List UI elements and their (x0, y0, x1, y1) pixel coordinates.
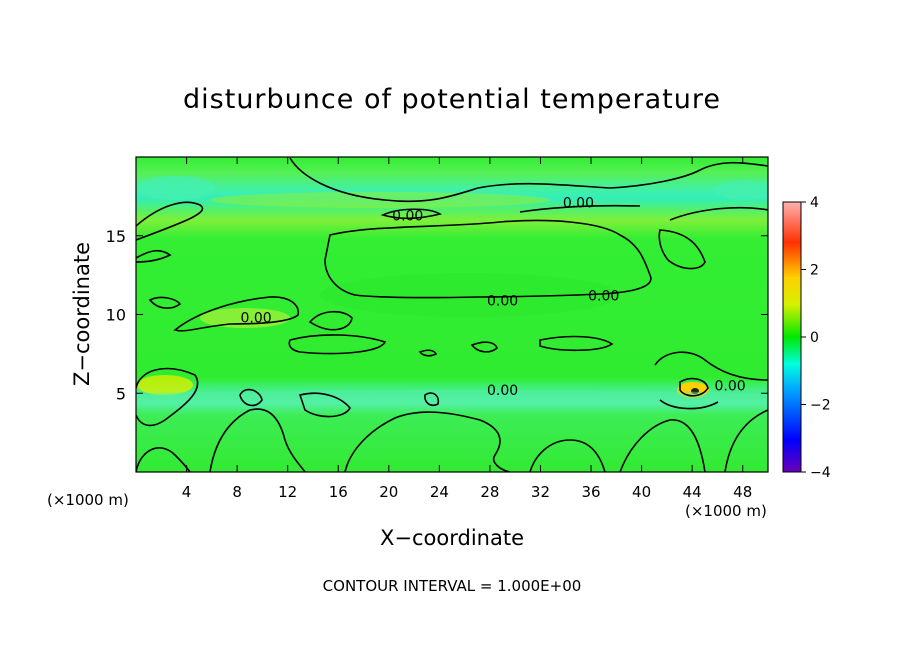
contour-label: 0.00 (714, 378, 745, 394)
contour-line-top (289, 157, 768, 203)
contour-line-bottom-3 (529, 419, 706, 472)
x-tick-label: 20 (379, 483, 398, 501)
contour-line-bottom-2 (344, 411, 511, 472)
x-axis-label: X−coordinate (380, 526, 524, 550)
colorbar-tick-label: 2 (810, 263, 819, 279)
contour-line-warm-loop-x10 (173, 296, 299, 332)
colorbar-tick-label: 4 (810, 195, 819, 211)
x-tick-label: 4 (182, 483, 192, 501)
contour-line-tiny-1 (418, 349, 438, 357)
contour-line-lower-loop-2 (298, 392, 351, 418)
contour-label: 0.00 (487, 293, 518, 309)
contour-line-lower-loop-3 (424, 392, 440, 407)
contour-line-lower-loop-1 (239, 388, 263, 407)
contour-line-lower-left (136, 367, 199, 427)
cool-streak-lower (136, 390, 768, 400)
neutral-core (320, 273, 620, 317)
contour-label: 0.00 (588, 289, 619, 305)
contour-line-left-loop (136, 249, 172, 263)
contour-line-loop-x34 (539, 335, 614, 352)
x-axis-ticks: 4 8 12 16 20 24 28 32 36 40 44 48 (182, 157, 752, 501)
y-axis-ticks: 5 10 15 (106, 227, 768, 403)
x-tick-label: 8 (232, 483, 242, 501)
x-tick-label: 40 (632, 483, 651, 501)
contour-line-bottom-1 (136, 408, 306, 472)
contour-interval-note: CONTOUR INTERVAL = 1.000E+00 (322, 577, 582, 595)
y-tick-label: 15 (106, 227, 126, 246)
contour-line-upper-left (136, 201, 204, 241)
colorbar-tick-label: −2 (810, 398, 831, 414)
contour-line-loop-x16 (308, 310, 353, 331)
contour-line-tiny-2 (470, 341, 498, 353)
colorbar-ticks: 4 2 0 −2 −4 (801, 195, 831, 481)
colorbar-tick-label: −4 (810, 465, 831, 481)
contour-label: 0.00 (240, 311, 271, 327)
x-tick-label: 48 (733, 483, 752, 501)
contour-lines (136, 157, 768, 472)
x-tick-label: 28 (480, 483, 499, 501)
contour-line-upper-right (519, 204, 768, 221)
warm-patch-x2 (137, 375, 193, 395)
contour-line-small-loop-1 (148, 296, 182, 309)
contour-line-loop-x14 (288, 334, 387, 355)
contour-line-central-region (324, 219, 652, 299)
contour-line-bottom-4 (724, 409, 768, 472)
x-tick-label: 36 (581, 483, 600, 501)
y-tick-label: 5 (116, 384, 126, 403)
x-tick-label: 32 (531, 483, 550, 501)
warm-pocket-core (691, 388, 699, 394)
contour-label: 0.00 (563, 196, 594, 212)
contour-line-lower-right (654, 351, 768, 410)
chart-title: disturbunce of potential temperature (183, 84, 721, 115)
cool-patch-left (136, 176, 216, 200)
contour-line-upper-blob (380, 208, 443, 220)
heatmap-field (136, 157, 768, 472)
y-tick-label: 10 (106, 306, 126, 325)
x-tick-label: 12 (278, 483, 297, 501)
x-tick-label: 24 (430, 483, 449, 501)
x-unit-label-left: (×1000 m) (47, 491, 129, 509)
contour-line-warm-pocket (679, 377, 709, 397)
contour-label: 0.00 (392, 208, 423, 224)
x-tick-label: 44 (683, 483, 702, 501)
contour-labels: 0.00 0.00 0.00 0.00 0.00 0.00 0.00 (240, 196, 745, 399)
cool-patch-right (715, 180, 768, 200)
contour-line-right-loop (658, 229, 706, 270)
x-unit-label-right: (×1000 m) (685, 502, 767, 520)
colorbar (782, 201, 802, 473)
contour-label: 0.00 (487, 383, 518, 399)
colorbar-tick-label: 0 (810, 330, 819, 346)
x-tick-label: 16 (329, 483, 348, 501)
